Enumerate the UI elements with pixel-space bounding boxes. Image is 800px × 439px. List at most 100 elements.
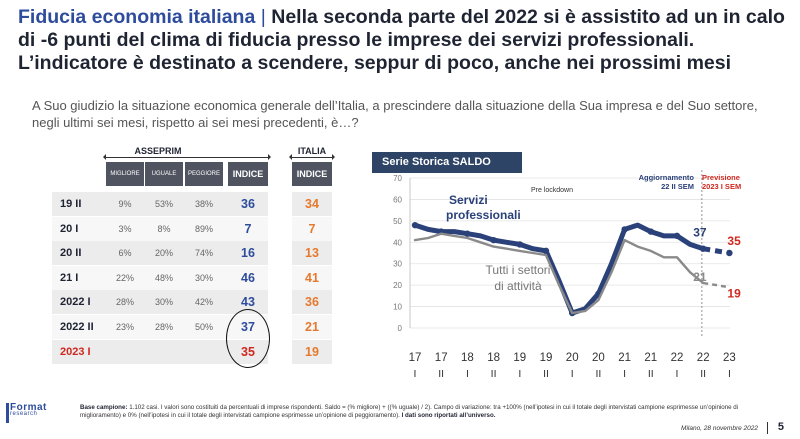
format-research-logo: Format research <box>6 402 68 423</box>
italia-row <box>292 192 332 216</box>
x-tick-label-year: 18 <box>461 352 474 364</box>
cell-italia: 21 <box>305 320 319 334</box>
x-tick-label-semester: II <box>648 368 654 380</box>
cell-migliore: 22% <box>115 272 134 283</box>
logo-bar <box>6 403 9 423</box>
series-label-line1: Servizi <box>449 193 488 207</box>
footnote-base-label: Base campione: <box>80 404 128 411</box>
cell-italia: 19 <box>305 344 319 359</box>
cell-migliore: 9% <box>118 199 132 209</box>
point-value-label: 21 <box>693 270 707 284</box>
series-point <box>516 241 523 248</box>
italia-row <box>292 241 332 266</box>
y-tick-label: 30 <box>393 260 402 269</box>
x-tick-label-year: 20 <box>566 352 579 364</box>
row-period-label: 20 II <box>60 247 82 260</box>
cell-migliore: 6% <box>118 248 132 259</box>
y-tick-label: 0 <box>398 324 403 333</box>
table-row <box>52 216 268 241</box>
logo-line1: Format <box>10 402 47 413</box>
x-tick-label-year: 21 <box>644 352 657 364</box>
cell-migliore <box>106 340 144 364</box>
footnote-bold-tail: I dati sono riportati all’universo. <box>401 412 496 419</box>
cell-migliore: 23% <box>115 322 134 332</box>
page-separator <box>767 422 768 434</box>
column-header-peggiore: PEGGIORE <box>185 162 223 186</box>
x-tick-label-year: 21 <box>618 352 631 364</box>
cell-peggiore: 74% <box>194 248 213 259</box>
series-point <box>726 249 733 257</box>
x-tick-label-semester: II <box>700 368 706 380</box>
cell-italia: 13 <box>305 246 319 261</box>
x-tick-label-year: 17 <box>409 352 422 364</box>
italia-row <box>292 339 332 364</box>
x-tick-label-semester: I <box>571 368 574 380</box>
cell-italia: 41 <box>305 270 319 285</box>
cell-peggiore: 30% <box>194 272 213 283</box>
series-point <box>647 228 654 235</box>
annotation-previsione-line1: Previsione <box>702 173 740 182</box>
cell-indice: 46 <box>241 270 255 285</box>
cell-uguale: 30% <box>154 297 173 308</box>
x-tick-label-semester: I <box>414 368 417 380</box>
cell-peggiore <box>185 340 223 364</box>
series-label-tutti-line1: Tutti i settori <box>486 263 551 277</box>
cell-uguale: 53% <box>154 199 173 209</box>
series-forecast-servizi-professionali <box>702 246 730 256</box>
y-tick-label: 70 <box>393 174 402 183</box>
y-tick-label: 50 <box>393 217 402 226</box>
page-title: Fiducia economia italiana | Nella second… <box>18 6 793 75</box>
footnote-text: 1.102 casi. I valori sono costituiti da … <box>80 404 739 419</box>
x-tick-label-year: 17 <box>435 352 448 364</box>
row-period-label: 21 I <box>60 271 79 284</box>
table-row <box>52 192 268 216</box>
table-row <box>52 290 268 315</box>
series-forecast-tutti-i-settori <box>703 281 730 289</box>
column-header-uguale: UGUALE <box>145 162 183 186</box>
footer-date: Milano, 28 novembre 2022 <box>681 425 758 432</box>
point-value-label: 37 <box>693 226 707 240</box>
italia-arrow <box>289 154 335 160</box>
x-tick-label-year: 19 <box>540 352 553 364</box>
cell-peggiore: 50% <box>194 322 213 332</box>
series-point <box>621 226 628 233</box>
y-tick-label: 60 <box>393 195 402 204</box>
series-line-servizi-professionali <box>412 222 706 316</box>
row-period-label: 2023 I <box>60 345 91 358</box>
cell-peggiore: 89% <box>194 223 213 234</box>
chart-title: Serie Storica SALDO <box>372 152 522 173</box>
annotation-pre-lockdown: Pre lockdown <box>531 187 573 194</box>
title-separator: | <box>260 6 266 28</box>
cell-uguale: 28% <box>154 322 173 332</box>
x-tick-label-semester: II <box>491 368 497 380</box>
row-period-label: 19 II <box>60 198 82 210</box>
x-tick-label-semester: II <box>438 368 444 380</box>
x-tick-label-semester: II <box>543 368 549 380</box>
cell-uguale: 8% <box>157 223 171 234</box>
footnote: Base campione: 1.102 casi. I valori sono… <box>22 404 762 420</box>
cell-uguale: 48% <box>154 272 173 283</box>
row-period-label: 2022 I <box>60 296 91 309</box>
series-point <box>464 230 471 237</box>
x-tick-label-year: 20 <box>592 352 605 364</box>
page-number: 5 <box>777 421 784 433</box>
x-tick-label-semester: I <box>676 368 679 380</box>
table-row <box>52 265 268 290</box>
cell-peggiore: 42% <box>194 297 213 308</box>
annotation-aggiornamento-line2: 22 II SEM <box>661 182 694 191</box>
cell-italia: 34 <box>305 197 319 211</box>
column-header-migliore: MIGLIORE <box>106 162 144 186</box>
cell-uguale <box>145 340 183 364</box>
x-tick-label-semester: II <box>595 368 601 380</box>
x-tick-label-year: 23 <box>723 352 736 364</box>
cell-migliore: 28% <box>115 297 134 308</box>
series-label-tutti-line2: di attività <box>494 279 542 293</box>
cell-migliore: 3% <box>118 223 132 234</box>
series-point <box>542 247 550 255</box>
y-tick-label: 40 <box>393 238 402 247</box>
x-tick-label-semester: I <box>518 368 521 380</box>
annotation-aggiornamento-line1: Aggiornamento <box>639 173 695 182</box>
y-tick-label: 10 <box>393 303 402 312</box>
saldo-line-chart: 01020304050607017I17II18I18II19I19II20I2… <box>393 170 741 380</box>
italia-row <box>292 315 332 339</box>
